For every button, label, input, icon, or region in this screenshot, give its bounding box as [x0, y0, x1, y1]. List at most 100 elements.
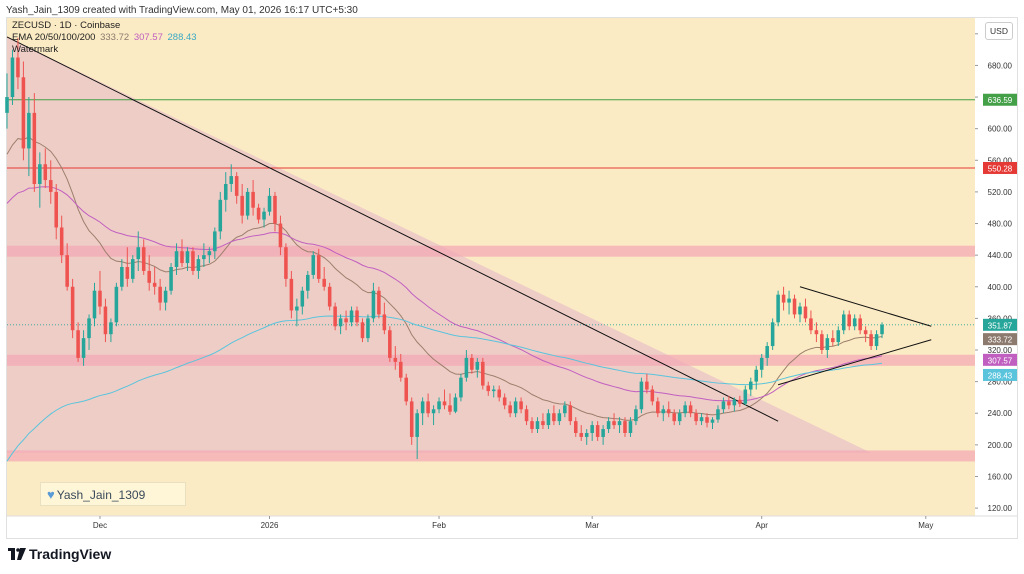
candle-body-35 — [196, 259, 201, 271]
candle-body-143 — [787, 298, 791, 303]
candle-body-132 — [727, 401, 731, 406]
tradingview-logo[interactable]: TradingView — [8, 546, 111, 562]
candle-body-37 — [207, 251, 212, 256]
candle-body-73 — [404, 377, 409, 402]
chart-created-caption: Yash_Jain_1309 created with TradingView.… — [6, 5, 358, 16]
candle-body-31 — [174, 251, 179, 267]
candle-body-110 — [606, 421, 611, 430]
candle-body-41 — [229, 176, 234, 184]
candle-body-119 — [656, 401, 660, 414]
x-tick-label-4: Apr — [755, 521, 768, 530]
symbol-legend[interactable]: ZECUSD · 1D · Coinbase — [12, 20, 121, 31]
trendline-0 — [6, 36, 779, 422]
candle-body-152 — [836, 330, 841, 343]
candle-body-26 — [147, 270, 151, 283]
candle-body-129 — [710, 419, 715, 423]
candle-body-12 — [70, 286, 75, 331]
candle-body-45 — [251, 191, 255, 208]
zone-band-0 — [7, 245, 975, 257]
candle-body-22 — [125, 267, 130, 279]
candle-body-101 — [557, 413, 562, 422]
candle-body-83 — [459, 377, 463, 398]
candle-body-71 — [393, 357, 398, 362]
candle-body-158 — [869, 334, 873, 347]
candle-body-33 — [185, 251, 190, 264]
candle-body-60 — [333, 306, 337, 327]
candle-body-57 — [316, 255, 321, 279]
candle-body-121 — [666, 409, 671, 414]
candle-body-146 — [803, 306, 808, 319]
candle-body-6 — [38, 164, 42, 184]
candle-body-89 — [491, 389, 496, 392]
candle-body-118 — [650, 389, 655, 402]
candle-body-1 — [10, 57, 15, 98]
candle-body-9 — [54, 191, 58, 228]
candle-body-94 — [519, 401, 523, 410]
price-tag-label-2: 351.87 — [988, 321, 1013, 330]
candle-body-76 — [420, 401, 425, 414]
candle-body-51 — [284, 247, 288, 279]
y-tick-label-14: 680.00 — [988, 61, 1013, 70]
y-tick-label-12: 600.00 — [988, 125, 1013, 134]
candle-body-39 — [218, 199, 223, 232]
candle-body-16 — [92, 290, 97, 319]
ema-legend[interactable]: EMA 20/50/100/200 333.72 307.57 288.43 — [12, 32, 197, 43]
candle-body-100 — [552, 413, 556, 422]
candle-body-127 — [699, 417, 704, 422]
candle-body-47 — [262, 211, 266, 220]
candle-body-34 — [191, 251, 195, 271]
ema100-line — [6, 315, 883, 462]
candle-body-13 — [76, 330, 80, 358]
currency-button[interactable]: USD — [985, 22, 1013, 40]
price-tag-0 — [983, 93, 1017, 106]
candle-body-157 — [863, 330, 868, 335]
price-tag-label-0: 636.59 — [988, 96, 1013, 105]
watermark-legend[interactable]: Watermark — [12, 44, 59, 55]
y-tick-label-1: 160.00 — [988, 472, 1013, 481]
ema100-value: 288.43 — [167, 32, 197, 43]
candle-body-48 — [267, 195, 272, 212]
candle-body-105 — [579, 433, 584, 437]
candle-body-107 — [590, 425, 594, 433]
candle-body-23 — [131, 259, 135, 279]
candle-body-128 — [705, 417, 709, 423]
candle-body-27 — [152, 282, 157, 287]
trendline-2 — [777, 339, 932, 386]
candle-body-91 — [502, 397, 507, 406]
candle-body-59 — [327, 286, 332, 307]
candle-body-86 — [475, 361, 480, 370]
candle-body-149 — [820, 334, 824, 350]
candle-body-49 — [273, 195, 277, 224]
candle-body-18 — [103, 306, 108, 335]
candle-body-7 — [43, 164, 48, 181]
candle-body-102 — [563, 405, 567, 414]
candle-body-139 — [765, 346, 769, 358]
y-tick-label-11: 560.00 — [988, 156, 1013, 165]
candle-body-36 — [202, 255, 206, 260]
candle-body-74 — [409, 401, 414, 437]
candle-body-0 — [5, 97, 9, 113]
candle-body-156 — [858, 318, 862, 331]
candle-body-56 — [311, 255, 316, 275]
candle-body-78 — [431, 409, 436, 414]
candle-body-95 — [524, 409, 529, 422]
candle-body-153 — [841, 314, 846, 331]
y-tick-label-10: 520.00 — [988, 188, 1013, 197]
candle-body-108 — [595, 425, 600, 437]
y-tick-label-4: 280.00 — [988, 378, 1013, 387]
author-badge: ♥ Yash_Jain_1309 — [40, 482, 186, 506]
author-badge-text: Yash_Jain_1309 — [56, 488, 146, 502]
candle-body-67 — [371, 290, 376, 319]
candle-body-50 — [278, 223, 283, 248]
candle-body-55 — [306, 274, 310, 291]
price-tag-label-4: 307.57 — [988, 356, 1013, 365]
candle-body-93 — [513, 401, 518, 414]
x-tick-label-1: 2026 — [261, 521, 279, 530]
candle-body-20 — [114, 286, 119, 323]
candle-body-80 — [442, 401, 447, 406]
time-axis — [7, 516, 975, 538]
ema20-value: 333.72 — [100, 32, 130, 43]
chart-frame — [6, 17, 1018, 539]
candle-body-79 — [437, 401, 441, 410]
